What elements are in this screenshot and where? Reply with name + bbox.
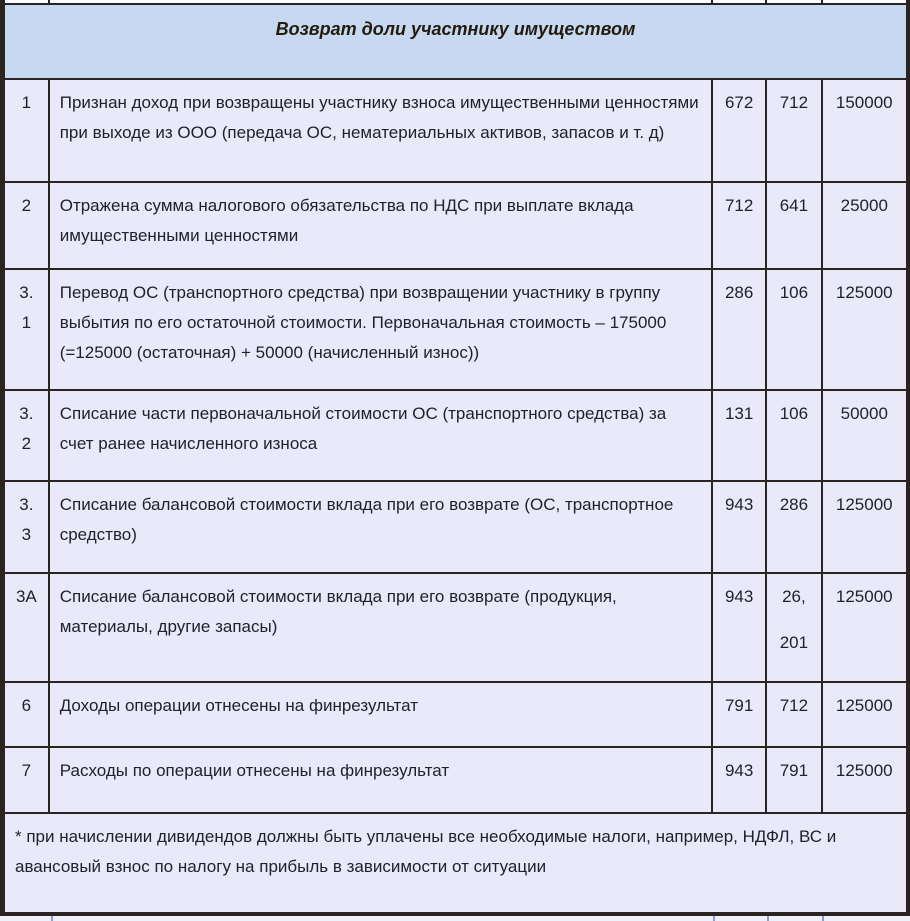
row-credit: 791 xyxy=(765,746,823,814)
row-debit: 943 xyxy=(710,746,768,814)
section-header-row: Возврат доли участнику имуществом xyxy=(1,3,909,80)
row-num: 1 xyxy=(1,78,50,183)
section-title: Возврат доли участнику имуществом xyxy=(1,3,909,80)
table-row: 2 Отражена сумма налогового обязательств… xyxy=(1,181,910,270)
row-description: Списание части первоначальной стоимости … xyxy=(47,389,714,482)
row-debit: 131 xyxy=(710,389,768,482)
top-row-sliver xyxy=(1,0,910,5)
row-amount: 25000 xyxy=(820,181,910,270)
row-description: Списание балансовой стоимости вклада при… xyxy=(47,480,714,574)
row-num: 3.1 xyxy=(1,268,50,391)
row-amount: 125000 xyxy=(820,746,910,814)
table-row: 1 Признан доход при возвращены участнику… xyxy=(1,78,910,183)
row-amount: 125000 xyxy=(820,681,910,748)
row-description: Расходы по операции отнесены на финрезул… xyxy=(47,746,714,814)
table-foot-section: * при начислении дивидендов должны быть … xyxy=(1,812,909,915)
table-row: 3.3 Списание балансовой стоимости вклада… xyxy=(1,480,910,574)
table-row: 6 Доходы операции отнесены на финрезульт… xyxy=(1,681,910,748)
top-sliver-cell xyxy=(1,0,50,5)
row-num: 7 xyxy=(1,746,50,814)
table-row: 3.2 Списание части первоначальной стоимо… xyxy=(1,389,910,482)
table-row: 3.1 Перевод ОС (транспортного средства) … xyxy=(1,268,910,391)
row-num: 3.3 xyxy=(1,480,50,574)
top-sliver-cell xyxy=(820,0,910,5)
column-divider-tick xyxy=(767,916,769,921)
row-debit: 943 xyxy=(710,572,768,683)
column-divider-tick xyxy=(822,916,824,921)
row-amount: 125000 xyxy=(820,268,910,391)
table-row: 7 Расходы по операции отнесены на финрез… xyxy=(1,746,910,814)
row-credit: 106 xyxy=(765,389,823,482)
row-num: 2 xyxy=(1,181,50,270)
row-amount: 125000 xyxy=(820,480,910,574)
row-description: Признан доход при возвращены участнику в… xyxy=(47,78,714,183)
row-debit: 943 xyxy=(710,480,768,574)
row-credit: 106 xyxy=(765,268,823,391)
row-credit: 641 xyxy=(765,181,823,270)
column-divider-tick xyxy=(713,916,715,921)
row-description: Отражена сумма налогового обязательства … xyxy=(47,181,714,270)
row-description: Списание балансовой стоимости вклада при… xyxy=(47,572,714,683)
column-divider-tick xyxy=(51,916,53,921)
row-description: Доходы операции отнесены на финрезультат xyxy=(47,681,714,748)
row-debit: 791 xyxy=(710,681,768,748)
row-credit: 712 xyxy=(765,681,823,748)
footnote-text: * при начислении дивидендов должны быть … xyxy=(1,812,909,915)
top-sliver-cell xyxy=(47,0,714,5)
top-sliver-cell xyxy=(765,0,823,5)
row-description: Перевод ОС (транспортного средства) при … xyxy=(47,268,714,391)
row-credit: 26, 201 xyxy=(765,572,823,683)
table-row: 3A Списание балансовой стоимости вклада … xyxy=(1,572,910,683)
bottom-row-sliver xyxy=(0,916,910,921)
row-amount: 125000 xyxy=(820,572,910,683)
row-debit: 712 xyxy=(710,181,768,270)
row-debit: 286 xyxy=(710,268,768,391)
row-debit: 672 xyxy=(710,78,768,183)
footnote-row: * при начислении дивидендов должны быть … xyxy=(1,812,909,915)
table-head-section: Возврат доли участнику имуществом xyxy=(1,0,910,80)
row-num: 3.2 xyxy=(1,389,50,482)
row-credit: 712 xyxy=(765,78,823,183)
row-amount: 150000 xyxy=(820,78,910,183)
top-sliver-cell xyxy=(710,0,768,5)
row-amount: 50000 xyxy=(820,389,910,482)
table-body: 1 Признан доход при возвращены участнику… xyxy=(1,78,910,814)
row-num: 6 xyxy=(1,681,50,748)
row-num: 3A xyxy=(1,572,50,683)
row-credit: 286 xyxy=(765,480,823,574)
